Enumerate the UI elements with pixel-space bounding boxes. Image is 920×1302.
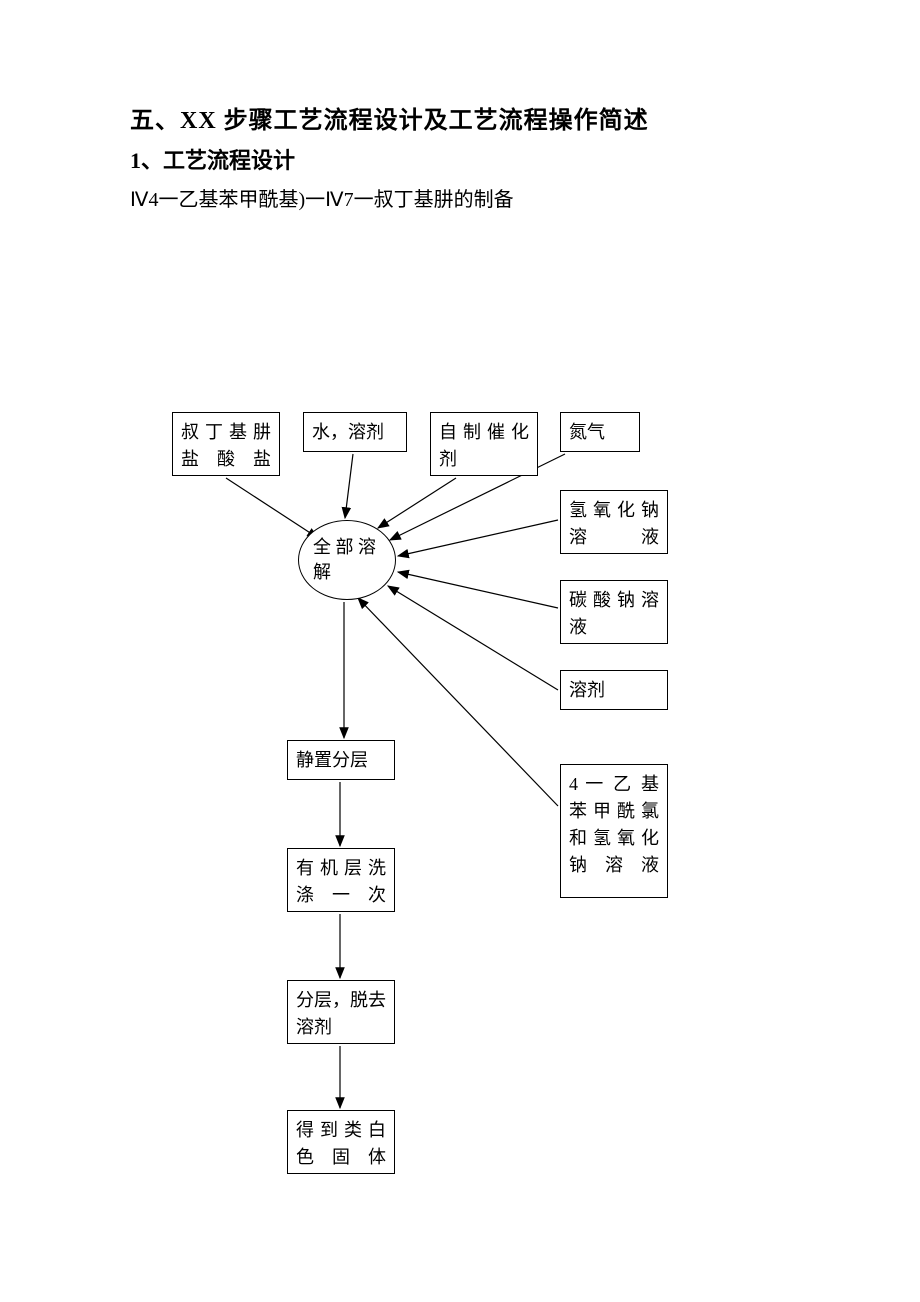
flowchart-diagram: 叔 丁 基 肼盐酸盐水，溶剂自 制 催 化剂氮气氢 氧 化 钠溶液碳 酸 钠 溶… (0, 0, 920, 1302)
flowchart-node-n3: 自 制 催 化剂 (430, 412, 538, 476)
flowchart-node-p1: 静置分层 (287, 740, 395, 780)
flowchart-node-c1: 全 部 溶解 (298, 520, 396, 600)
flowchart-node-p2: 有 机 层 洗涤一次 (287, 848, 395, 912)
flowchart-node-n6: 碳 酸 钠 溶液 (560, 580, 668, 644)
flowchart-node-n1: 叔 丁 基 肼盐酸盐 (172, 412, 280, 476)
flowchart-node-n8: 4 一 乙 基苯 甲 酰 氯和 氢 氧 化钠溶液 (560, 764, 668, 898)
flowchart-node-n5: 氢 氧 化 钠溶液 (560, 490, 668, 554)
flowchart-node-n4: 氮气 (560, 412, 640, 452)
flowchart-node-p4: 得 到 类 白色固体 (287, 1110, 395, 1174)
flowchart-node-n7: 溶剂 (560, 670, 668, 710)
flowchart-node-n2: 水，溶剂 (303, 412, 407, 452)
flowchart-node-p3: 分层，脱去溶剂 (287, 980, 395, 1044)
